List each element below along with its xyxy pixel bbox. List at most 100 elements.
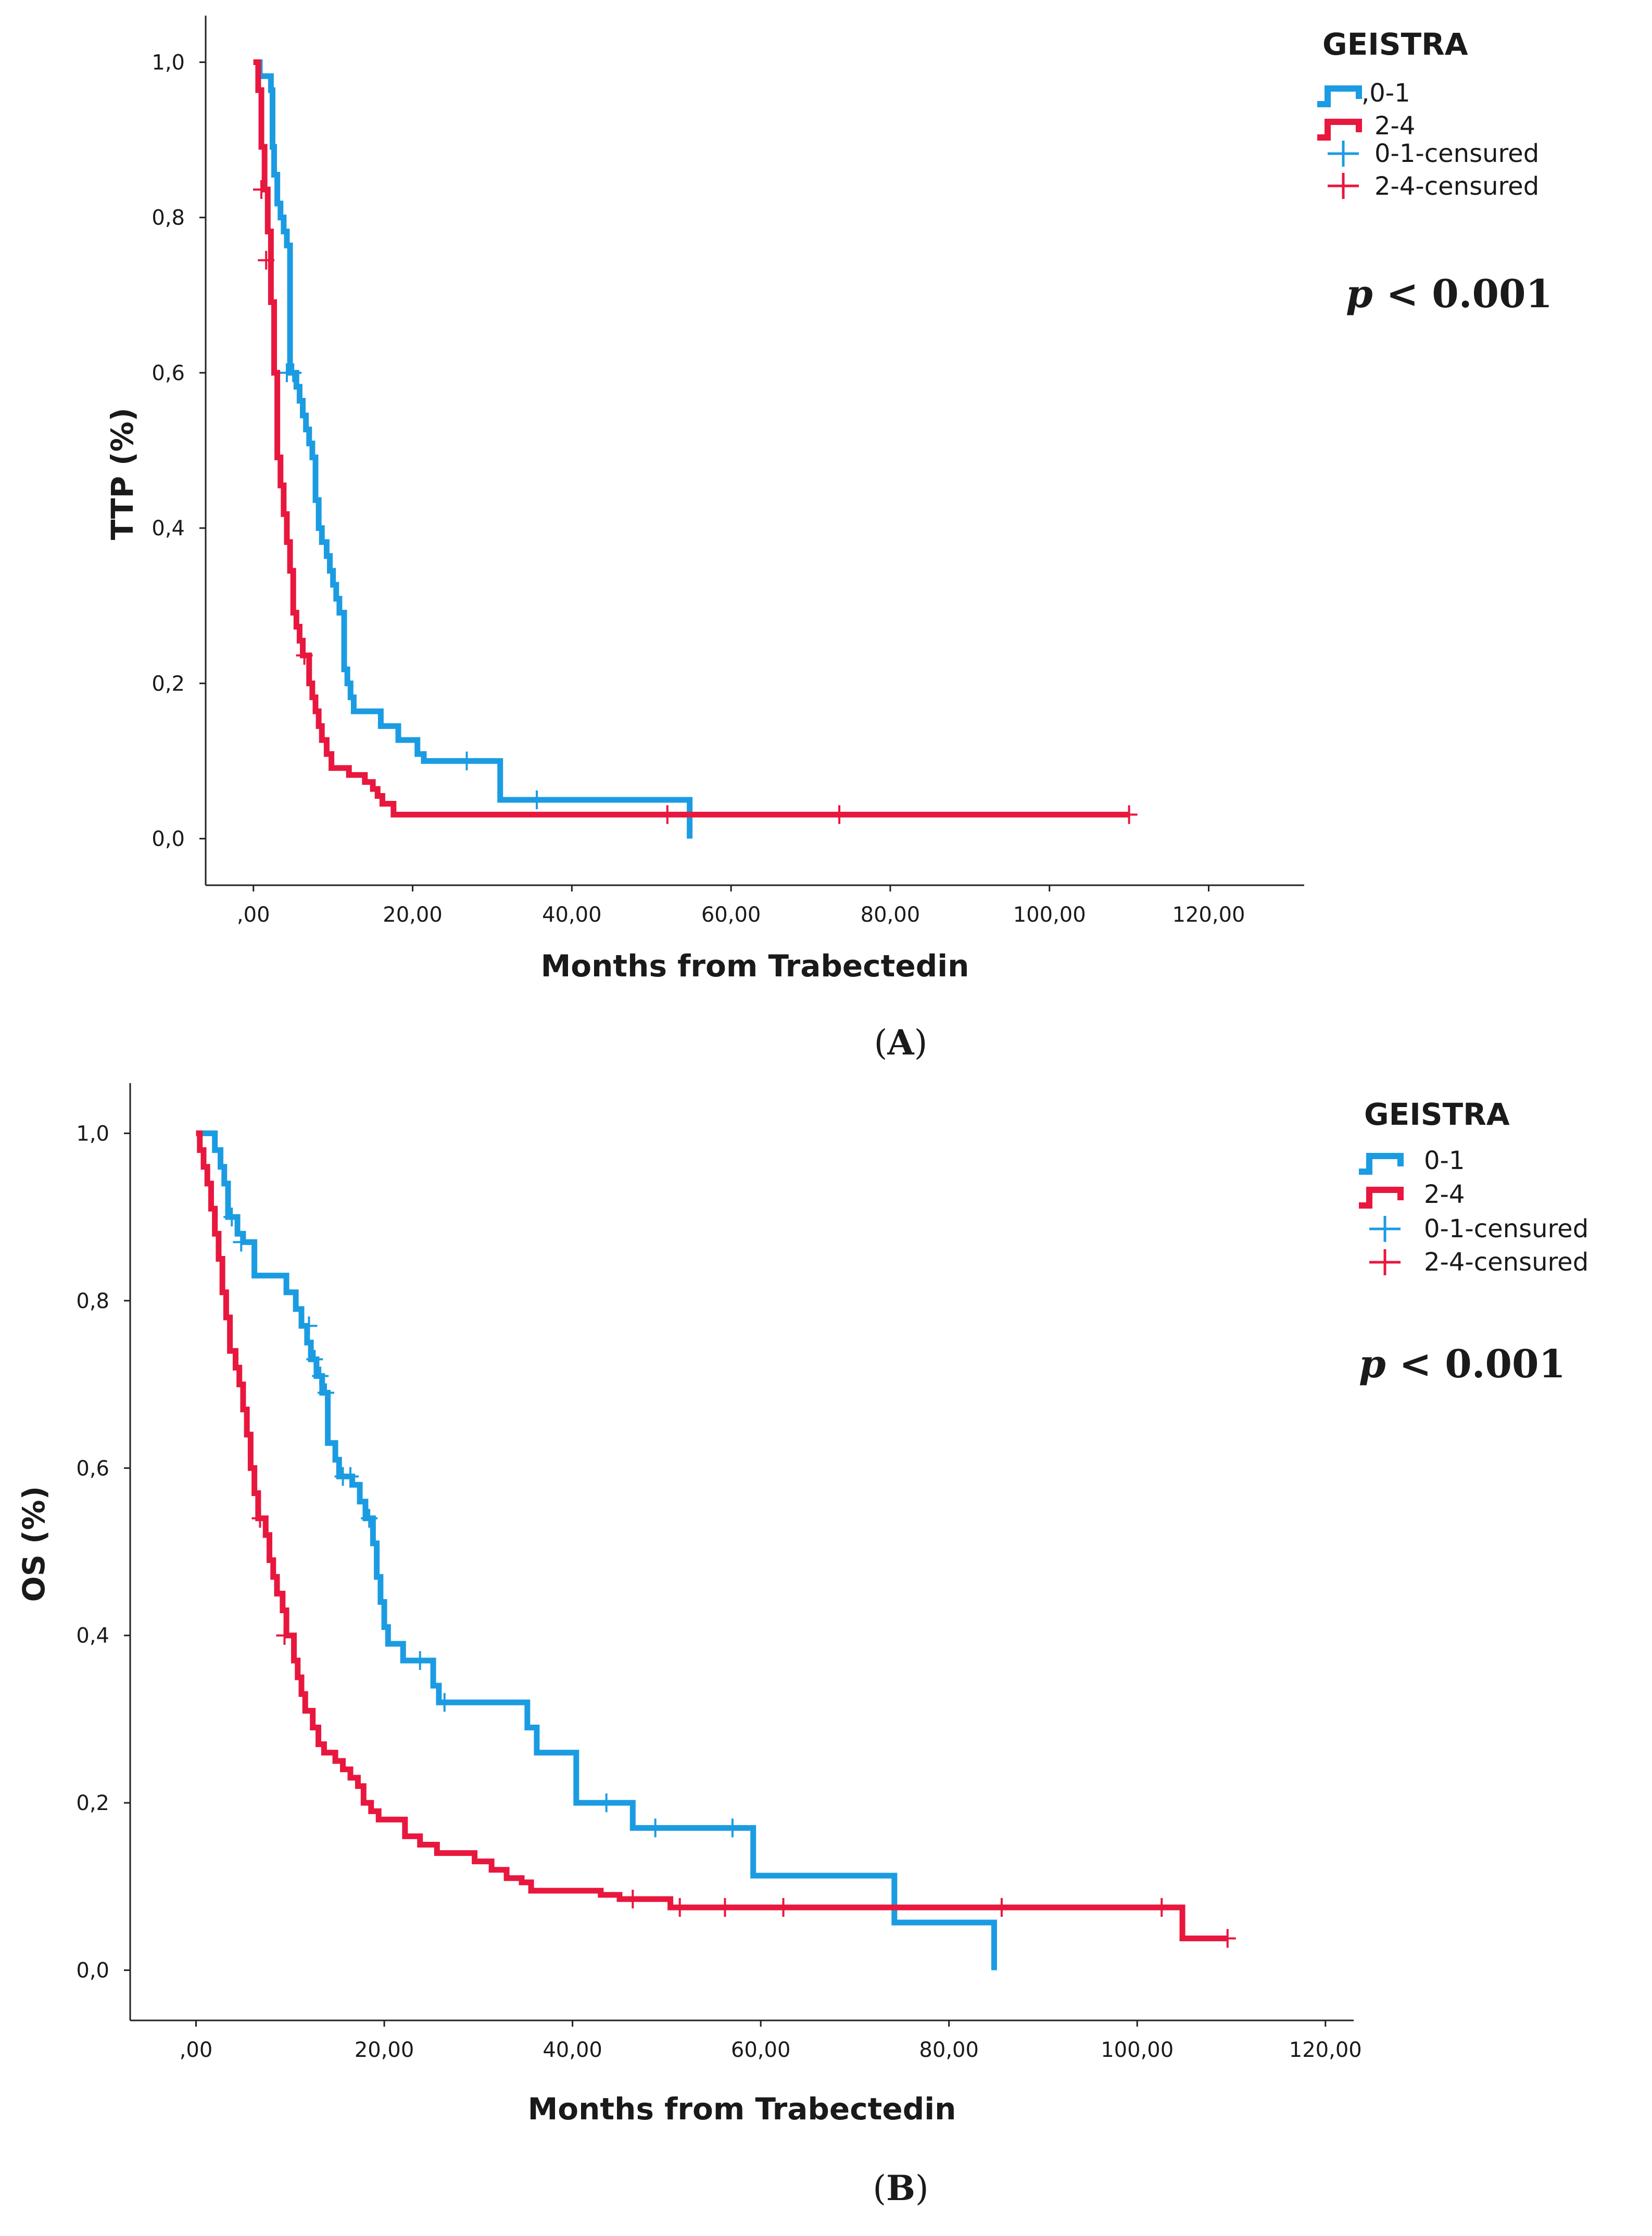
panel-a-legend-label-0-1-censored: 0-1-censured (1374, 139, 1539, 168)
panel-b-series (196, 1130, 1236, 1970)
panel-b-legend-item-0-1-censored: 0-1-censured (1369, 1214, 1588, 1243)
panel-b-censor-mark-0-1 (233, 1233, 250, 1252)
panel-b-censor-mark-2-4 (1219, 1929, 1236, 1948)
panel-b-censor-mark-0-1 (318, 1383, 334, 1402)
panel-b: 0,0 0,2 0,4 0,6 0,8 1,0 ,00 20,00 40,00 60,00 80,0… (16, 1083, 1588, 2208)
panel-b-censor-mark-2-4 (716, 1898, 734, 1917)
panel-b-y-tick-label: 0,4 (76, 1624, 109, 1648)
panel-b-x-tick-label: 40,00 (543, 2038, 602, 2062)
panel-a-legend-title: GEISTRA (1322, 27, 1468, 62)
panel-a-p-text: < 0.001 (1373, 272, 1553, 317)
panel-a-x-tick-label: 40,00 (542, 903, 602, 927)
panel-b-censor-mark-0-1 (312, 1366, 329, 1386)
panel-b-censor-mark-0-1 (436, 1693, 453, 1712)
panel-b-censor-mark-0-1 (300, 1316, 318, 1336)
panel-b-x-tick-label: 80,00 (919, 2038, 979, 2062)
panel-b-p-symbol: p (1359, 1342, 1386, 1387)
panel-b-label: (B) (873, 2168, 928, 2208)
panel-b-legend-item-2-4-censored: 2-4-censured (1369, 1248, 1588, 1277)
panel-a-x-tick-label: 120,00 (1172, 903, 1245, 927)
panel-a-curve-0-1 (253, 59, 693, 839)
panel-a-y-tick-label: 0,8 (152, 206, 185, 230)
panel-b-y-tick-label: 0,0 (76, 1959, 109, 1983)
panel-b-y-tick-label: 0,8 (76, 1289, 109, 1313)
panel-a-legend-marker-2-4-censored (1328, 173, 1359, 199)
panel-a-legend-marker-0-1-censored (1328, 141, 1359, 167)
panel-a-censor-mark-2-4 (253, 180, 270, 199)
panel-a-legend-label-2-4: 2-4 (1374, 111, 1415, 141)
panel-a-legend: GEISTRA ,0-1 2-4 0-1-censured 2-4-censur… (1317, 27, 1539, 201)
panel-a-curve-2-4 (253, 59, 1129, 818)
panel-b-censor-mark-2-4 (1153, 1898, 1170, 1917)
panel-b-legend-marker-2-4-censored (1369, 1249, 1401, 1275)
panel-b-x-axis-title: Months from Trabectedin (528, 2091, 956, 2127)
panel-a-censor-mark-0-1 (285, 363, 302, 382)
panel-b-censor-mark-0-1 (647, 1818, 664, 1838)
panel-a-legend-item-2-4: 2-4 (1317, 111, 1415, 141)
panel-b-censor-mark-0-1 (724, 1818, 741, 1838)
panel-b-legend: GEISTRA 0-1 2-4 0-1-censured 2-4-censure… (1359, 1097, 1588, 1277)
panel-b-p-value: p < 0.001 (1359, 1342, 1566, 1387)
panel-b-label-letter: B (886, 2168, 915, 2208)
panel-a-censor-mark-0-1 (458, 751, 475, 771)
panel-b-legend-swatch-0-1 (1359, 1153, 1404, 1175)
panel-b-curve-2-4 (196, 1130, 1228, 1941)
panel-b-legend-item-2-4: 2-4 (1359, 1180, 1465, 1209)
panel-b-censor-mark-0-1 (306, 1350, 323, 1369)
panel-a-y-tick-label: 0,6 (152, 361, 185, 385)
panel-b-censor-mark-0-1 (342, 1467, 359, 1486)
panel-a-p-symbol: p (1346, 272, 1373, 317)
panel-b-y-tick-label: 0,2 (76, 1791, 109, 1815)
panel-b-x-tick-label: 20,00 (355, 2038, 414, 2062)
panel-b-x-tick-label: 120,00 (1289, 2038, 1362, 2062)
panel-a-y-tick-label: 1,0 (152, 51, 185, 74)
panel-b-censor-mark-2-4 (671, 1898, 688, 1917)
panel-a-label-letter: A (887, 1022, 914, 1063)
panel-a-x-tick-label: 100,00 (1013, 903, 1086, 927)
panel-b-censor-mark-2-4 (993, 1898, 1010, 1917)
panel-b-legend-swatch-2-4 (1359, 1187, 1404, 1209)
panel-a-censor-mark-2-4 (296, 646, 313, 665)
panel-a-x-tick-label: ,00 (237, 903, 270, 927)
panel-a-series (253, 59, 1138, 839)
panel-a-legend-item-2-4-censored: 2-4-censured (1328, 172, 1539, 201)
panel-a-censor-mark-2-4 (258, 250, 275, 270)
panel-a-censor-mark-2-4 (831, 805, 848, 824)
panel-b-legend-label-2-4-censored: 2-4-censured (1424, 1248, 1588, 1277)
panel-a-legend-label-2-4-censored: 2-4-censured (1374, 172, 1539, 201)
panel-b-censor-mark-2-4 (251, 1509, 269, 1528)
panel-b-legend-item-0-1: 0-1 (1359, 1146, 1465, 1175)
panel-a-axes: 0,0 0,2 0,4 0,6 0,8 1,0 ,00 20,00 40,00 60,00 80,0… (152, 16, 1304, 927)
panel-a-legend-item-0-1-censored: 0-1-censured (1328, 139, 1539, 168)
panel-b-censor-mark-0-1 (223, 1208, 241, 1227)
panel-a-censor-mark-0-1 (528, 790, 546, 809)
panel-a-censor-mark-2-4 (659, 805, 676, 824)
panel-a-legend-label-0-1: ,0-1 (1361, 79, 1410, 108)
panel-b-curve-0-1 (196, 1130, 997, 1970)
panel-b-y-tick-label: 1,0 (76, 1122, 109, 1146)
panel-b-legend-marker-0-1-censored (1369, 1216, 1401, 1242)
panel-a: 0,0 0,2 0,4 0,6 0,8 1,0 ,00 20,00 40,00 60,00 80,0… (105, 16, 1553, 1063)
panel-b-axes: 0,0 0,2 0,4 0,6 0,8 1,0 ,00 20,00 40,00 60,00 80,0… (76, 1083, 1362, 2062)
panel-b-censor-mark-2-4 (624, 1889, 641, 1908)
panel-a-x-tick-label: 20,00 (383, 903, 443, 927)
panel-a-y-tick-label: 0,4 (152, 517, 185, 541)
panel-a-plot-area: 0,0 0,2 0,4 0,6 0,8 1,0 ,00 20,00 40,00 60,00 80,0… (152, 16, 1304, 927)
panel-a-x-tick-label: 60,00 (701, 903, 761, 927)
panel-a-label: (A) (874, 1022, 928, 1063)
panel-a-censor-mark-2-4 (1120, 805, 1138, 824)
panel-a-y-tick-label: 0,0 (152, 827, 185, 851)
panel-a-x-tick-label: 80,00 (861, 903, 920, 927)
panel-a-y-tick-label: 0,2 (152, 672, 185, 696)
panel-b-x-tick-label: ,00 (180, 2038, 213, 2062)
panel-b-censor-mark-0-1 (361, 1509, 378, 1528)
panel-a-legend-swatch-2-4 (1317, 119, 1362, 141)
panel-b-censor-mark-2-4 (276, 1626, 293, 1645)
panel-b-y-tick-label: 0,6 (76, 1456, 109, 1480)
panel-b-censor-mark-0-1 (598, 1793, 615, 1813)
panel-a-p-value: p < 0.001 (1346, 272, 1553, 317)
panel-b-legend-label-2-4: 2-4 (1424, 1180, 1465, 1209)
panel-b-p-text: < 0.001 (1386, 1342, 1566, 1387)
panel-b-legend-label-0-1-censored: 0-1-censured (1424, 1214, 1588, 1243)
